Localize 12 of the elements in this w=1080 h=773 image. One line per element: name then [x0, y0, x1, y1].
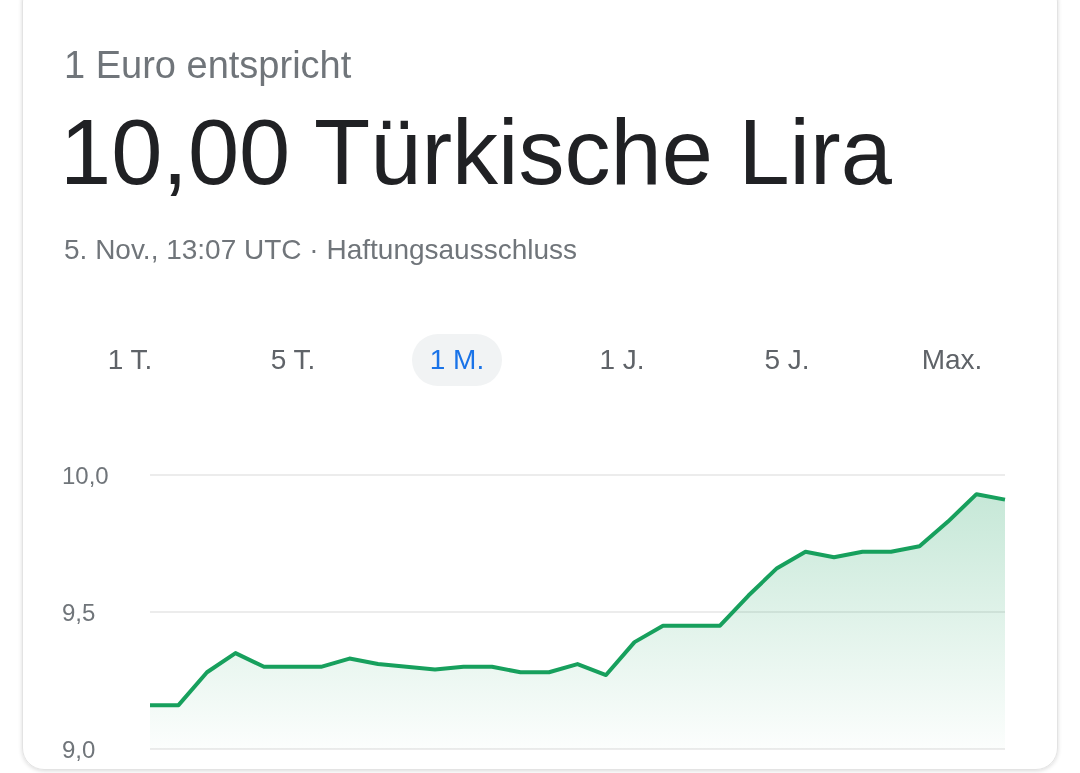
- text: 1 M.: [412, 334, 502, 386]
- text: 5 J.: [763, 343, 811, 377]
- y-tick-label: 9,0: [62, 735, 96, 763]
- text: 1 J.: [598, 343, 646, 377]
- text: 5. Nov., 13:07 UTC · Haftungsausschluss: [64, 234, 578, 266]
- text: 1 T.: [106, 343, 154, 377]
- text: Max.: [920, 343, 984, 377]
- y-tick-label: 9,5: [62, 598, 96, 626]
- text: 5 T.: [269, 343, 317, 377]
- y-tick-label: 10,0: [62, 461, 109, 489]
- chart-subtitle: 1 Euro entspricht: [64, 44, 352, 87]
- chart-title: 10,00 Türkische Lira: [60, 100, 892, 205]
